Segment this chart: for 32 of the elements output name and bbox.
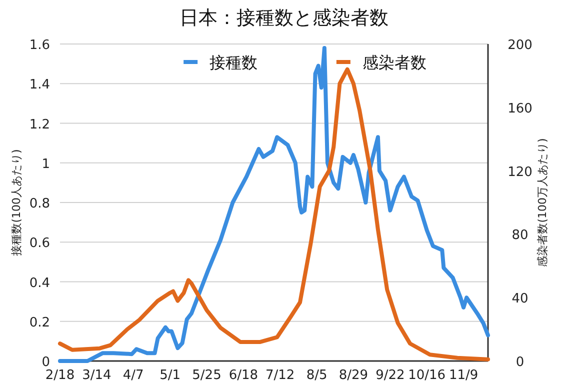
y-tick-label: 0.2 (29, 315, 50, 330)
y2-tick-label: 200 (508, 38, 532, 53)
chart-title: 日本：接種数と感染者数 (180, 7, 388, 29)
y-tick-label: 0 (42, 355, 50, 370)
y-tick-label: 0.8 (29, 196, 50, 212)
x-tick-label: 10/16 (408, 368, 446, 383)
x-tick-label: 11/9 (448, 368, 478, 383)
y-axis-title: 接種数(100人あたり) (10, 149, 23, 256)
y-tick-label: 0.4 (29, 276, 50, 291)
y-tick-label: 1.4 (29, 78, 50, 93)
x-tick-label: 8/5 (306, 368, 328, 383)
x-tick-label: 6/18 (228, 368, 258, 383)
x-tick-label: 5/1 (160, 368, 181, 383)
y2-tick-label: 40 (512, 292, 528, 307)
x-tick-label: 7/12 (266, 368, 295, 383)
x-tick-label: 9/22 (376, 368, 405, 383)
legend-label: 接種数 (210, 53, 258, 72)
x-tick-label: 2/18 (45, 368, 75, 383)
legend-label: 感染者数 (362, 53, 426, 72)
y2-tick-label: 0 (516, 355, 524, 370)
x-tick-label: 3/14 (82, 368, 112, 383)
y-tick-label: 1.6 (29, 38, 50, 53)
y2-axis-title: 感染者数(100万人あたり) (536, 138, 549, 267)
x-tick-label: 4/7 (122, 368, 144, 383)
x-tick-label: 5/25 (192, 368, 222, 383)
y-tick-label: 0.6 (29, 236, 50, 252)
x-tick-label: 8/29 (338, 368, 368, 383)
y2-tick-label: 120 (508, 164, 532, 180)
y2-tick-label: 160 (508, 101, 532, 116)
y-tick-label: 1 (42, 156, 50, 172)
y2-tick-label: 80 (512, 228, 528, 244)
y-tick-label: 1.2 (29, 117, 50, 132)
